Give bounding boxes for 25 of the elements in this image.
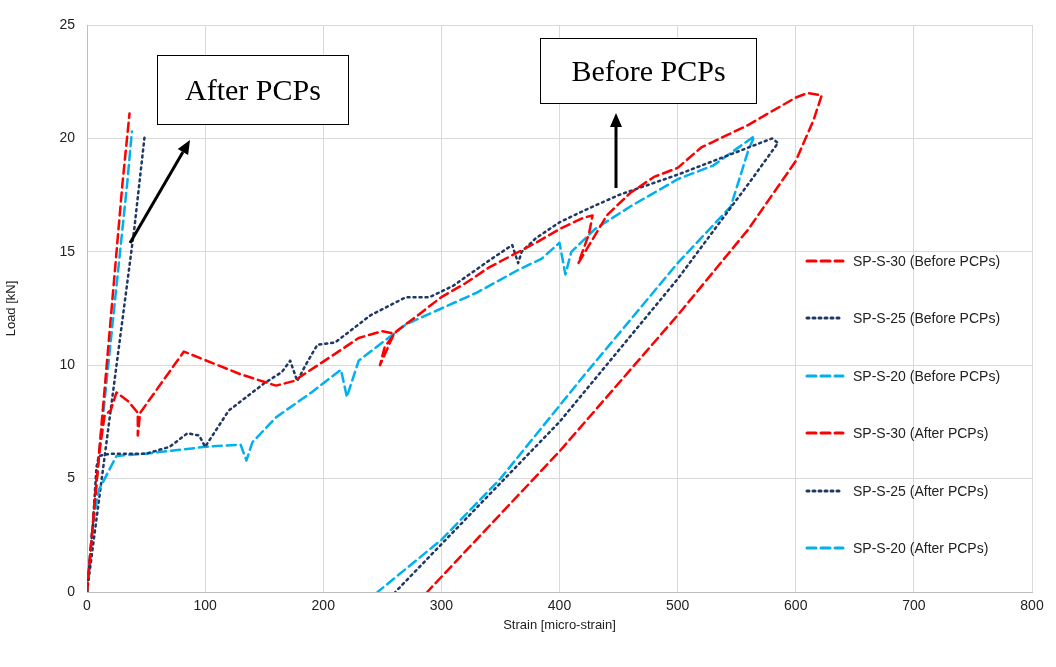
- legend-label: SP-S-25 (After PCPs): [853, 482, 989, 499]
- y-tick-label: 15: [59, 242, 76, 259]
- x-tick-label: 400: [547, 597, 572, 614]
- x-tick-label: 0: [83, 597, 92, 614]
- legend-label: SP-S-20 (Before PCPs): [853, 367, 1001, 384]
- legend-label: SP-S-25 (Before PCPs): [853, 310, 1001, 327]
- y-tick-label: 25: [59, 15, 76, 32]
- x-tick-label: 200: [311, 597, 336, 614]
- y-tick-label: 5: [67, 469, 76, 486]
- x-tick-label: 600: [784, 597, 808, 614]
- x-tick-label: 700: [902, 597, 926, 614]
- x-axis-title: Strain [micro-strain]: [503, 616, 616, 632]
- y-axis-title: Load [kN]: [3, 280, 19, 337]
- x-tick-label: 300: [429, 597, 454, 614]
- x-tick-label: 100: [193, 597, 218, 614]
- annotation: Before PCPs: [540, 38, 757, 104]
- legend-label: SP-S-20 (After PCPs): [853, 540, 989, 557]
- y-tick-label: 20: [59, 129, 76, 146]
- y-tick-label: 0: [67, 582, 76, 599]
- annotation: After PCPs: [157, 55, 349, 125]
- x-tick-label: 500: [665, 597, 690, 614]
- legend-label: SP-S-30 (After PCPs): [853, 425, 989, 442]
- legend-label: SP-S-30 (Before PCPs): [853, 252, 1001, 269]
- x-tick-label: 800: [1020, 597, 1044, 614]
- y-tick-label: 10: [59, 356, 76, 373]
